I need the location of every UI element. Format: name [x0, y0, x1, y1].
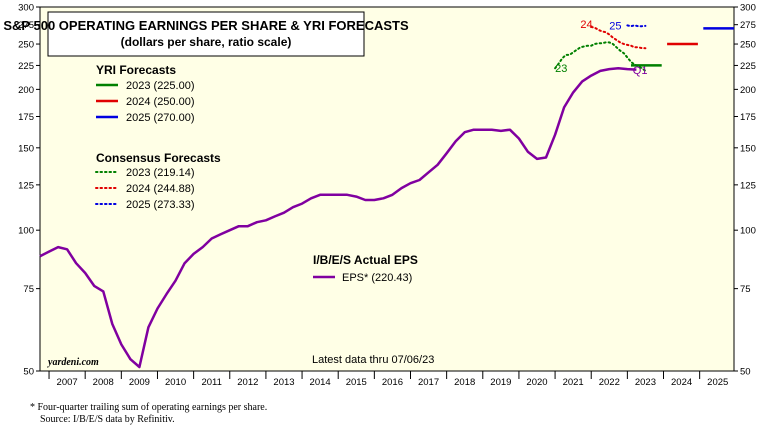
actual-legend-item: EPS* (220.43) — [342, 272, 412, 284]
x-tick-label: 2013 — [273, 377, 294, 388]
source-tag: yardeni.com — [47, 357, 99, 368]
footnote-definition: * Four-quarter trailing sum of operating… — [30, 402, 268, 413]
actual-legend-title: I/B/E/S Actual EPS — [313, 253, 418, 267]
annotation-label: 24 — [580, 19, 592, 31]
x-tick-label: 2020 — [526, 377, 547, 388]
y-tick-label-right: 50 — [740, 367, 751, 378]
consensus-legend-title: Consensus Forecasts — [96, 151, 221, 165]
yri-legend-title: YRI Forecasts — [96, 63, 176, 77]
annotation-label: Q1 — [633, 65, 648, 77]
y-tick-label-right: 275 — [740, 20, 756, 31]
yri-legend: YRI Forecasts 2023 (225.00) 2024 (250.00… — [96, 63, 195, 124]
title-box — [47, 11, 365, 57]
yri-legend-item: 2024 (250.00) — [126, 96, 195, 108]
axis-ticks: 50 50 75 75 100 100 125 125 150 150 175 175 200 200 22… — [18, 3, 756, 389]
series-layer: 23 24 25 Q1 — [39, 19, 734, 369]
yri-legend-item: 2023 (225.00) — [126, 80, 195, 92]
x-tick-label: 2021 — [563, 377, 584, 388]
latest-data-note: Latest data thru 07/06/23 — [312, 354, 434, 366]
x-tick-label: 2025 — [707, 377, 728, 388]
x-tick-label: 2010 — [165, 377, 186, 388]
y-tick-label-right: 125 — [740, 180, 756, 191]
series-line-eps-220-43 — [39, 66, 637, 369]
x-tick-label: 2022 — [599, 377, 620, 388]
consensus-legend-item: 2025 (273.33) — [126, 199, 195, 211]
y-tick-label-right: 200 — [740, 85, 756, 96]
x-tick-label: 2023 — [635, 377, 656, 388]
y-tick-label-left: 150 — [18, 143, 34, 154]
x-tick-label: 2015 — [346, 377, 367, 388]
y-tick-label-right: 75 — [740, 284, 751, 295]
y-tick-label-left: 125 — [18, 180, 34, 191]
y-tick-label-left: 300 — [18, 3, 34, 14]
x-tick-label: 2016 — [382, 377, 403, 388]
y-tick-label-right: 150 — [740, 143, 756, 154]
x-tick-label: 2014 — [310, 377, 331, 388]
consensus-legend-item: 2024 (244.88) — [126, 183, 195, 195]
y-tick-label-left: 100 — [18, 226, 34, 237]
y-tick-label-right: 100 — [740, 226, 756, 237]
consensus-legend: Consensus Forecasts 2023 (219.14) 2024 (… — [95, 151, 221, 211]
x-tick-label: 2012 — [237, 377, 258, 388]
yri-legend-item: 2025 (270.00) — [126, 112, 195, 124]
eps-chart: 50 50 75 75 100 100 125 125 150 150 175 175 200 200 22… — [3, 3, 756, 389]
series-line-consensus-2025-273-33 — [626, 24, 647, 28]
x-tick-label: 2018 — [454, 377, 475, 388]
x-tick-label: 2008 — [93, 377, 114, 388]
series-line-consensus-2024-244-88 — [590, 25, 647, 50]
x-tick-label: 2019 — [490, 377, 511, 388]
annotation-label: 23 — [555, 63, 567, 75]
y-tick-label-left: 50 — [23, 367, 34, 378]
x-tick-label: 2009 — [129, 377, 150, 388]
footnote-source: Source: I/B/E/S data by Refinitiv. — [40, 414, 175, 425]
x-tick-label: 2011 — [201, 377, 221, 388]
actual-legend: I/B/E/S Actual EPS EPS* (220.43) — [313, 253, 418, 284]
chart-title: S&P 500 OPERATING EARNINGS PER SHARE & Y… — [3, 18, 409, 33]
y-tick-label-left: 75 — [23, 284, 34, 295]
chart-subtitle: (dollars per share, ratio scale) — [121, 35, 292, 49]
y-tick-label-right: 300 — [740, 3, 756, 14]
y-tick-label-right: 250 — [740, 40, 756, 51]
series-line-consensus-2023-219-14 — [554, 41, 647, 72]
consensus-legend-item: 2023 (219.14) — [126, 167, 195, 179]
y-tick-label-left: 250 — [18, 40, 34, 51]
y-tick-label-left: 275 — [18, 20, 34, 31]
x-tick-label: 2007 — [57, 377, 78, 388]
y-tick-label-left: 225 — [18, 61, 34, 72]
y-tick-label-left: 175 — [18, 112, 34, 123]
y-tick-label-left: 200 — [18, 85, 34, 96]
x-tick-label: 2017 — [418, 377, 439, 388]
y-tick-label-right: 175 — [740, 112, 756, 123]
y-tick-label-right: 225 — [740, 61, 756, 72]
x-tick-label: 2024 — [671, 377, 692, 388]
annotation-label: 25 — [609, 20, 621, 32]
